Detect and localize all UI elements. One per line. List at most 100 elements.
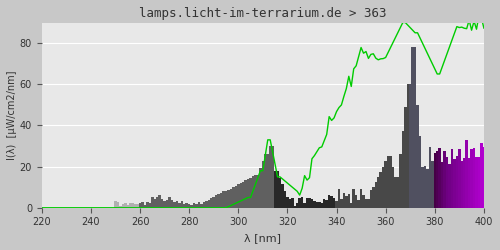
- Bar: [156, 197, 158, 208]
- Bar: [396, 177, 399, 208]
- Bar: [482, 148, 485, 208]
- Bar: [342, 194, 345, 208]
- Bar: [220, 193, 222, 208]
- Bar: [358, 200, 360, 208]
- Bar: [244, 180, 247, 208]
- Bar: [266, 154, 269, 208]
- Bar: [276, 171, 279, 208]
- Bar: [313, 201, 316, 208]
- Bar: [328, 195, 330, 208]
- Bar: [362, 195, 365, 208]
- Bar: [210, 198, 212, 208]
- Bar: [298, 198, 301, 208]
- Bar: [377, 177, 380, 208]
- Bar: [296, 203, 298, 208]
- Bar: [180, 201, 183, 208]
- Bar: [158, 195, 161, 208]
- Bar: [476, 157, 478, 208]
- Bar: [142, 202, 144, 208]
- Bar: [352, 189, 355, 208]
- Bar: [286, 197, 288, 208]
- Bar: [225, 191, 227, 208]
- Bar: [340, 200, 342, 208]
- Bar: [428, 147, 431, 208]
- Bar: [198, 202, 200, 208]
- Bar: [200, 204, 202, 208]
- Bar: [380, 172, 382, 208]
- Bar: [176, 201, 178, 208]
- Bar: [399, 154, 402, 208]
- Bar: [308, 198, 310, 208]
- Bar: [114, 202, 116, 208]
- Bar: [250, 178, 252, 208]
- Bar: [466, 140, 468, 208]
- Bar: [284, 191, 286, 208]
- Bar: [256, 175, 259, 208]
- Bar: [146, 202, 148, 208]
- Bar: [234, 186, 237, 208]
- Bar: [416, 105, 419, 208]
- Bar: [421, 166, 424, 208]
- Bar: [190, 204, 193, 208]
- Bar: [412, 47, 414, 208]
- Bar: [478, 157, 480, 208]
- Bar: [183, 204, 186, 208]
- Bar: [279, 178, 281, 208]
- Bar: [215, 196, 218, 208]
- Bar: [282, 184, 284, 208]
- Bar: [390, 156, 392, 208]
- Bar: [119, 206, 122, 208]
- Bar: [291, 198, 294, 208]
- Bar: [124, 203, 126, 208]
- Bar: [227, 190, 230, 208]
- Bar: [441, 162, 444, 208]
- Bar: [171, 200, 173, 208]
- Bar: [333, 198, 336, 208]
- Bar: [330, 196, 333, 208]
- Bar: [161, 199, 164, 208]
- Bar: [316, 202, 318, 208]
- Bar: [212, 197, 215, 208]
- Bar: [406, 84, 409, 208]
- Bar: [434, 153, 436, 208]
- Bar: [318, 202, 320, 208]
- Bar: [139, 203, 141, 208]
- Bar: [173, 202, 176, 208]
- Bar: [164, 200, 166, 208]
- Bar: [272, 146, 274, 208]
- Bar: [374, 182, 377, 208]
- Bar: [394, 177, 396, 208]
- Bar: [360, 189, 362, 208]
- Bar: [448, 164, 450, 208]
- Bar: [196, 204, 198, 208]
- Bar: [188, 204, 190, 208]
- Bar: [252, 176, 254, 208]
- Bar: [326, 200, 328, 208]
- Bar: [178, 204, 180, 208]
- Bar: [372, 187, 374, 208]
- Bar: [237, 184, 240, 208]
- Bar: [446, 157, 448, 208]
- Bar: [382, 166, 384, 208]
- Bar: [438, 148, 441, 208]
- Bar: [409, 84, 412, 208]
- Bar: [148, 203, 151, 208]
- Bar: [304, 202, 306, 208]
- Bar: [288, 199, 291, 208]
- Bar: [144, 205, 146, 208]
- Bar: [168, 197, 171, 208]
- Bar: [205, 201, 208, 208]
- Bar: [136, 204, 139, 208]
- Bar: [129, 203, 132, 208]
- Y-axis label: I(λ)  [μW/cm2/nm]: I(λ) [μW/cm2/nm]: [7, 70, 17, 160]
- Bar: [460, 160, 463, 208]
- Bar: [230, 188, 232, 208]
- Bar: [387, 156, 390, 208]
- X-axis label: λ [nm]: λ [nm]: [244, 233, 282, 243]
- Bar: [370, 190, 372, 208]
- Bar: [424, 166, 426, 208]
- Bar: [134, 204, 136, 208]
- Bar: [232, 187, 234, 208]
- Bar: [269, 146, 272, 208]
- Bar: [480, 143, 482, 208]
